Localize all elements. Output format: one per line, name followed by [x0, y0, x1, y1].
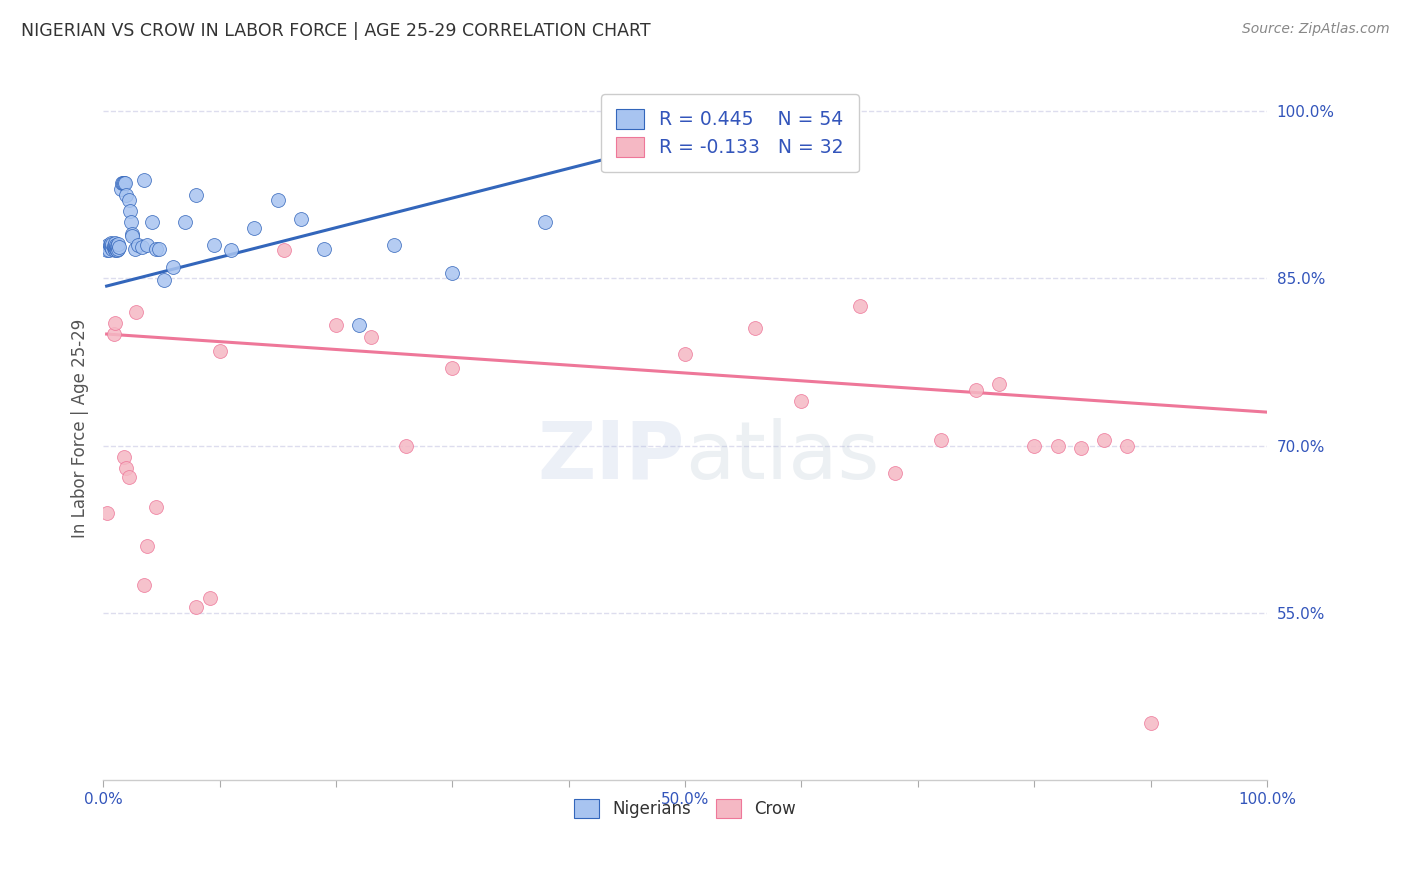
Point [118, 470, 141, 484]
Point [125, 304, 148, 318]
Point [173, 215, 195, 229]
Point [136, 237, 159, 252]
Point [132, 578, 155, 592]
Point [290, 212, 312, 227]
Point [121, 227, 143, 241]
Point [441, 266, 464, 280]
Point [100, 235, 122, 250]
Point [988, 377, 1011, 392]
Point [104, 242, 127, 256]
Point [347, 318, 370, 332]
Point [1092, 433, 1115, 447]
Point [97, 244, 120, 258]
Y-axis label: In Labor Force | Age 25-29: In Labor Force | Age 25-29 [72, 319, 89, 539]
Point [148, 242, 170, 256]
Point [929, 433, 952, 447]
Point [208, 343, 231, 358]
Point [360, 330, 382, 344]
Point [200, 591, 222, 606]
Point [108, 240, 131, 254]
Point [273, 244, 295, 258]
Text: Source: ZipAtlas.com: Source: ZipAtlas.com [1241, 22, 1389, 37]
Point [107, 236, 129, 251]
Point [1070, 441, 1092, 455]
Point [118, 193, 141, 207]
Point [124, 242, 146, 256]
Point [243, 221, 266, 235]
Point [1024, 439, 1046, 453]
Point [314, 242, 336, 256]
Point [1116, 439, 1139, 453]
Point [673, 347, 696, 361]
Point [1046, 439, 1069, 453]
Point [848, 299, 870, 313]
Point [110, 182, 132, 196]
Point [115, 461, 138, 475]
Point [115, 187, 138, 202]
Point [395, 439, 418, 453]
Point [96, 244, 118, 258]
Point [534, 215, 557, 229]
Point [98, 237, 121, 252]
Point [101, 242, 124, 256]
Point [103, 326, 125, 341]
Point [186, 187, 208, 202]
Point [101, 236, 124, 251]
Point [141, 215, 163, 229]
Point [121, 228, 143, 243]
Text: atlas: atlas [685, 418, 880, 496]
Point [127, 237, 149, 252]
Point [100, 240, 122, 254]
Point [965, 383, 987, 397]
Point [131, 240, 153, 254]
Point [145, 500, 167, 514]
Point [162, 260, 184, 274]
Point [112, 177, 135, 191]
Point [267, 193, 290, 207]
Point [104, 316, 127, 330]
Point [105, 239, 128, 253]
Point [441, 360, 464, 375]
Point [96, 506, 118, 520]
Point [107, 242, 129, 256]
Legend: Nigerians, Crow: Nigerians, Crow [568, 793, 803, 825]
Point [104, 235, 127, 250]
Point [111, 177, 134, 191]
Point [105, 244, 128, 258]
Point [382, 237, 405, 252]
Point [104, 237, 127, 252]
Point [97, 237, 120, 252]
Point [790, 394, 813, 409]
Point [118, 204, 141, 219]
Point [1139, 716, 1161, 731]
Point [112, 450, 135, 464]
Text: ZIP: ZIP [538, 418, 685, 496]
Point [103, 239, 125, 253]
Point [111, 177, 134, 191]
Point [744, 321, 766, 335]
Point [202, 237, 225, 252]
Point [145, 242, 167, 256]
Point [132, 173, 155, 187]
Point [114, 177, 136, 191]
Point [152, 273, 174, 287]
Text: NIGERIAN VS CROW IN LABOR FORCE | AGE 25-29 CORRELATION CHART: NIGERIAN VS CROW IN LABOR FORCE | AGE 25… [21, 22, 651, 40]
Point [186, 600, 208, 615]
Point [104, 244, 127, 258]
Point [136, 539, 159, 553]
Point [120, 215, 142, 229]
Point [883, 467, 905, 481]
Point [219, 244, 242, 258]
Point [103, 241, 125, 255]
Point [104, 240, 127, 254]
Point [673, 154, 696, 169]
Point [325, 318, 347, 332]
